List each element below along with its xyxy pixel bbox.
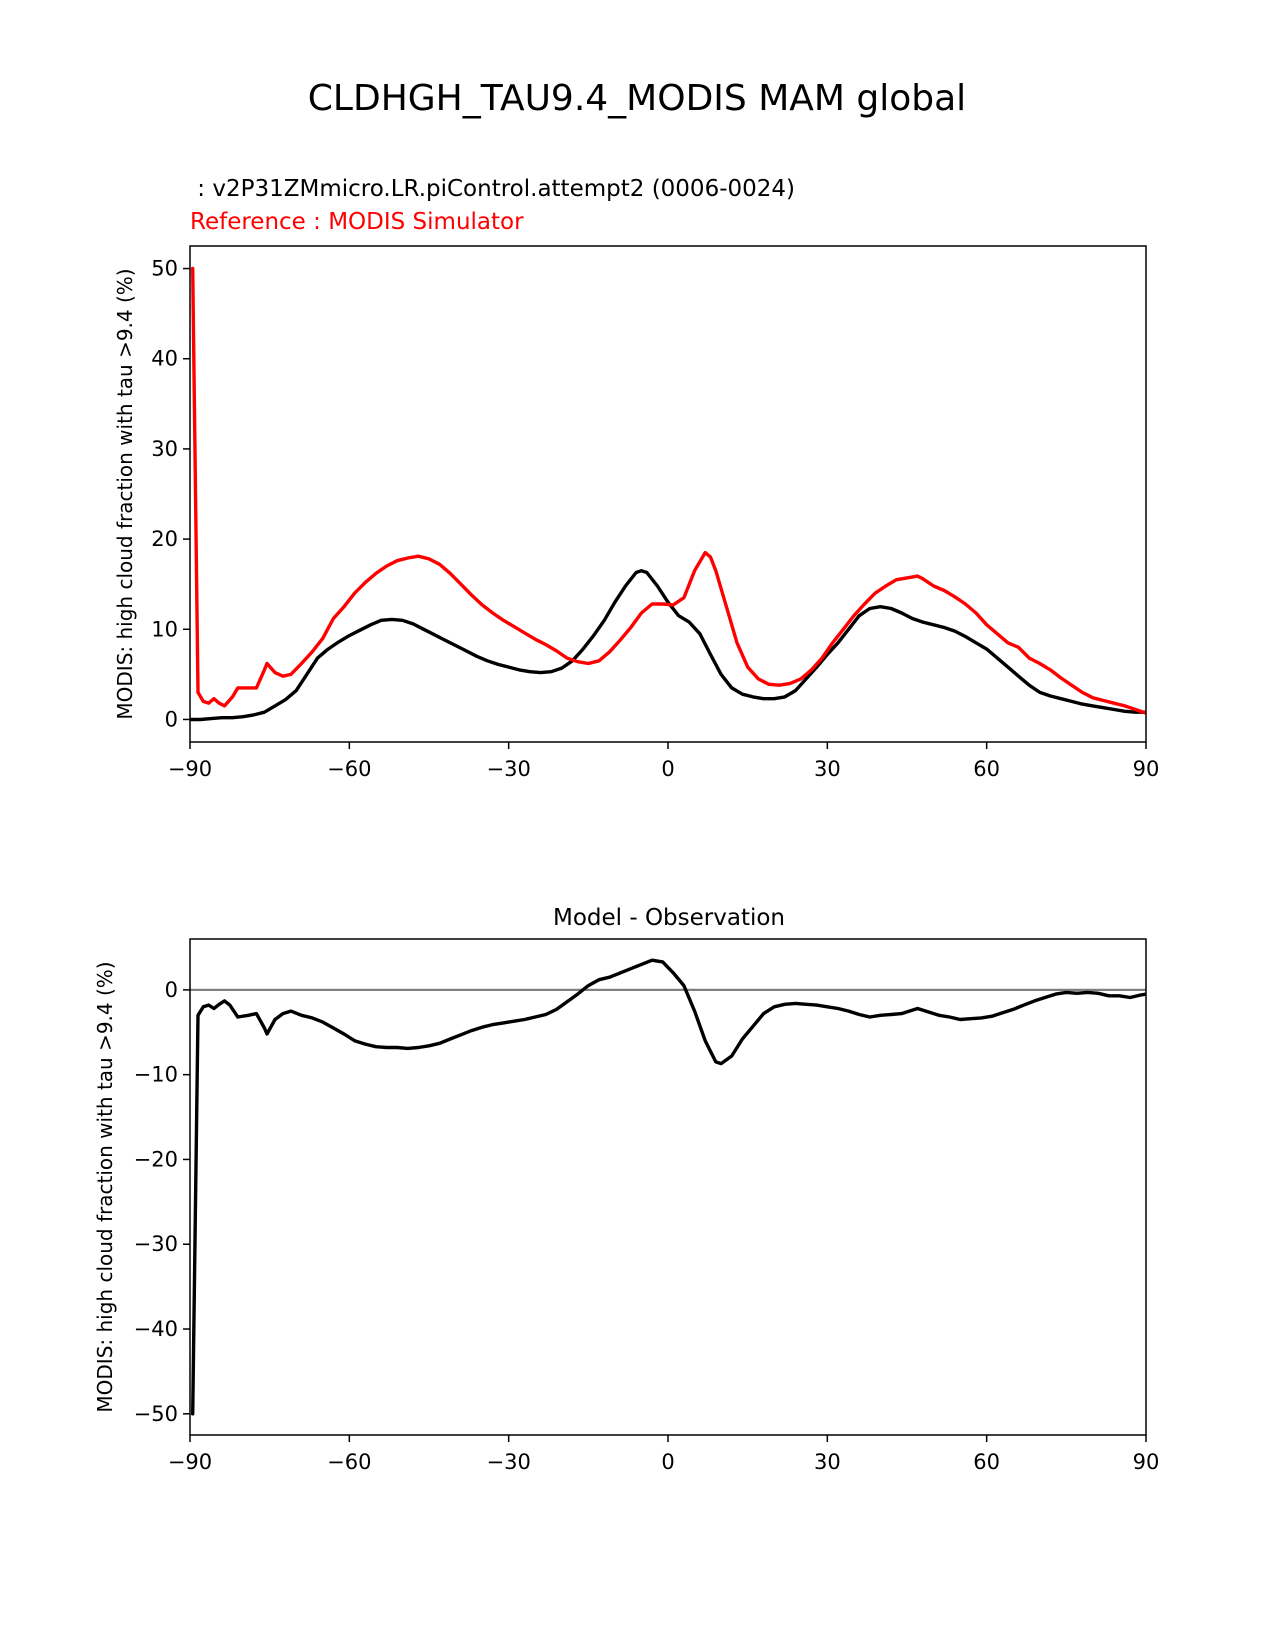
x-tick-label: 0 — [661, 757, 674, 781]
reference-series-line — [191, 266, 1146, 715]
x-tick-label: 90 — [1133, 1450, 1160, 1474]
difference-panel-title: Model - Observation — [553, 905, 785, 931]
y-tick-label: 30 — [151, 437, 178, 461]
x-tick-label: −90 — [168, 757, 212, 781]
x-tick-label: −30 — [487, 1450, 531, 1474]
y-axis-label: MODIS: high cloud fraction with tau >9.4… — [93, 961, 117, 1412]
x-tick-label: 30 — [814, 757, 841, 781]
y-tick-label: −30 — [134, 1232, 178, 1256]
x-tick-label: −60 — [327, 757, 371, 781]
reference-label: Reference : MODIS Simulator — [190, 209, 524, 235]
x-tick-label: 60 — [973, 757, 1000, 781]
y-tick-label: −10 — [134, 1063, 178, 1087]
x-tick-label: 60 — [973, 1450, 1000, 1474]
y-tick-label: 10 — [151, 617, 178, 641]
x-tick-label: −90 — [168, 1450, 212, 1474]
y-tick-label: 50 — [151, 257, 178, 281]
test-series-line — [190, 569, 1146, 722]
x-tick-label: −30 — [487, 757, 531, 781]
y-axis-label: MODIS: high cloud fraction with tau >9.4… — [113, 268, 137, 719]
figure-title: CLDHGH_TAU9.4_MODIS MAM global — [308, 78, 966, 119]
y-tick-label: 40 — [151, 347, 178, 371]
y-tick-label: −40 — [134, 1317, 178, 1341]
test-run-label: : v2P31ZMmicro.LR.piControl.attempt2 (00… — [190, 176, 795, 202]
x-tick-label: 0 — [661, 1450, 674, 1474]
x-tick-label: 90 — [1133, 757, 1160, 781]
y-tick-label: −50 — [134, 1402, 178, 1426]
top-panel: −90 −60 −30 0 30 60 90 0 10 20 30 40 50 MODIS: high c… — [113, 245, 1160, 781]
x-tick-label: −60 — [327, 1450, 371, 1474]
y-tick-label: 20 — [151, 527, 178, 551]
difference-panel: −90 −60 −30 0 30 60 90 0 −10 −20 −30 −40 −50 MODIS: h… — [93, 938, 1160, 1474]
test-series-line — [191, 958, 1146, 1416]
x-tick-label: 30 — [814, 1450, 841, 1474]
y-tick-label: −20 — [134, 1147, 178, 1171]
y-tick-label: 0 — [165, 978, 178, 1002]
y-tick-label: 0 — [165, 707, 178, 731]
